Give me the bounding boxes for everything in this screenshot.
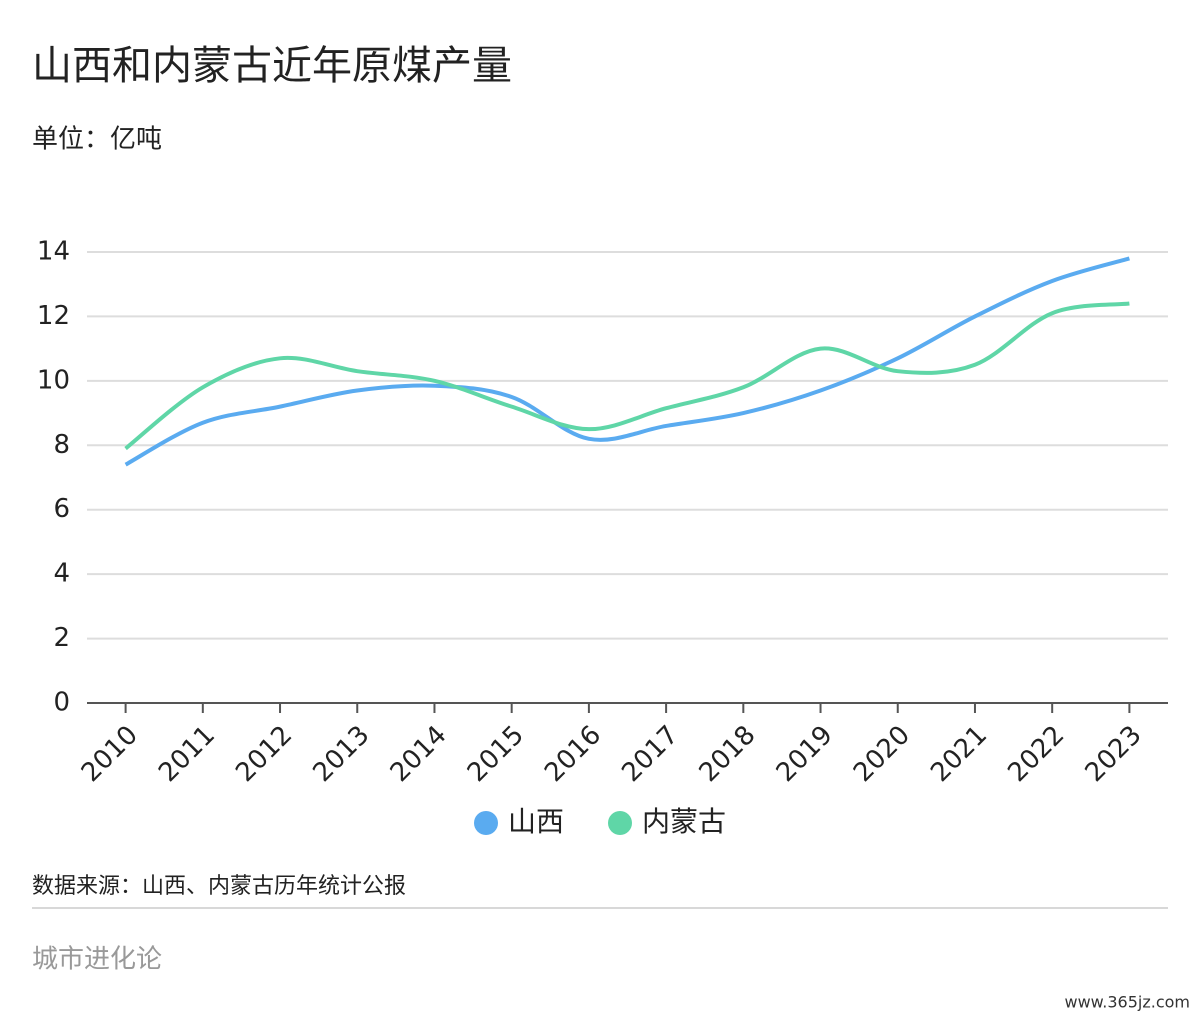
line — [124, 256, 1130, 467]
y-tick-label: 8 — [53, 430, 70, 460]
chart-subtitle: 单位：亿吨 — [32, 125, 162, 155]
x-tick-label: 2018 — [694, 720, 762, 788]
legend-label: 内蒙古 — [642, 805, 726, 838]
source: 数据来源：山西、内蒙古历年统计公报 — [32, 874, 406, 899]
legend-label: 山西 — [508, 805, 564, 838]
site: www.365jz.com — [1064, 993, 1190, 1012]
x-tick-label: 2017 — [616, 720, 684, 788]
legend-marker — [608, 811, 632, 835]
y-tick-label: 14 — [37, 237, 70, 267]
brand: 城市进化论 — [32, 945, 162, 975]
y-tick-label: 6 — [53, 494, 70, 524]
x-tick-label: 2023 — [1080, 720, 1148, 788]
y-tick-label: 2 — [53, 623, 70, 653]
x-tick-label: 2022 — [1002, 720, 1070, 788]
x-tick-label: 2010 — [76, 720, 144, 788]
x-tick-label: 2019 — [771, 720, 839, 788]
y-tick-label: 12 — [37, 301, 70, 331]
x-tick-label: 2015 — [462, 720, 530, 788]
x-tick-label: 2016 — [539, 720, 607, 788]
x-tick-label: 2011 — [153, 720, 221, 788]
y-tick-label: 10 — [37, 365, 70, 395]
x-tick-label: 2013 — [307, 720, 375, 788]
x-tick-label: 2014 — [385, 720, 453, 788]
legend-marker — [474, 811, 498, 835]
chart-title: 山西和内蒙古近年原煤产量 — [32, 43, 512, 89]
x-tick-label: 2020 — [848, 720, 916, 788]
y-tick-label: 0 — [53, 688, 70, 718]
line — [124, 301, 1130, 451]
x-tick-label: 2021 — [925, 720, 993, 788]
y-tick-label: 4 — [53, 559, 70, 589]
x-tick-label: 2012 — [230, 720, 298, 788]
